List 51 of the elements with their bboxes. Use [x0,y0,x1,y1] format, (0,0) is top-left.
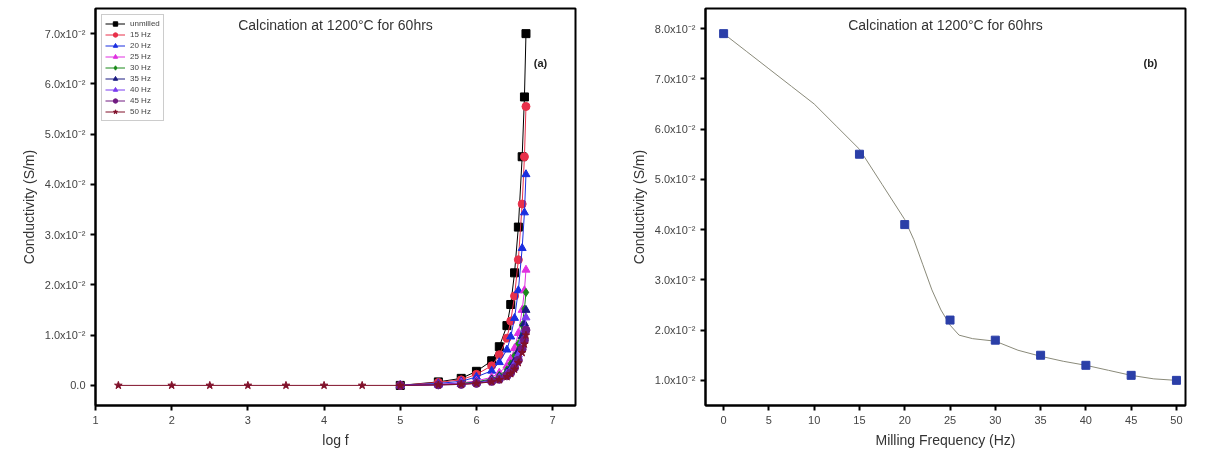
x-tick-label: 50 [1170,413,1183,426]
y-tick-label: 1.0x10⁻² [654,374,696,387]
legend-label: 25 Hz [130,51,151,62]
legend-label: 20 Hz [130,40,151,51]
y-axis-title: Conductivity (S/m) [20,149,37,265]
x-tick-label: 2 [168,413,175,426]
x-tick-label: 20 [898,413,911,426]
x-tick-label: 1 [92,413,99,426]
y-tick-label: 0.0 [70,379,86,392]
x-tick-label: 7 [549,413,556,426]
x-tick-label: 0 [720,413,727,426]
y-tick-label: 5.0x10⁻² [44,128,86,141]
y-tick-label: 3.0x10⁻² [654,273,696,286]
x-tick-label: 25 [943,413,957,426]
y-tick-label: 2.0x10⁻² [44,278,86,291]
x-tick-label: 5 [765,413,772,426]
x-axis-title: Milling Frequency (Hz) [875,431,1016,448]
x-tick-label: 6 [473,413,480,426]
legend-label: 35 Hz [130,73,151,84]
y-tick-label: 2.0x10⁻² [654,324,696,337]
y-tick-label: 4.0x10⁻² [44,178,86,191]
annotation: (b) [1143,56,1158,69]
x-tick-label: 15 [853,413,866,426]
legend-label: 30 Hz [130,62,151,73]
legend-label: 15 Hz [130,29,151,40]
y-tick-label: 4.0x10⁻² [654,223,696,236]
y-tick-label: 7.0x10⁻² [654,72,696,85]
x-tick-label: 4 [321,413,328,426]
text: Calcination at 1200°C for 60hrs [848,16,1043,33]
y-tick-label: 6.0x10⁻² [44,77,86,90]
legend-label: 45 Hz [130,95,151,106]
y-tick-label: 3.0x10⁻² [44,228,86,241]
x-tick-label: 5 [397,413,404,426]
x-tick-label: 35 [1034,413,1047,426]
legend-label: 40 Hz [130,84,151,95]
x-axis-title: log f [322,431,349,448]
y-tick-label: 7.0x10⁻² [44,27,86,40]
y-tick-label: 8.0x10⁻² [654,22,696,35]
y-axis-title: Conductivity (S/m) [630,149,647,265]
x-tick-label: 30 [989,413,1002,426]
x-tick-label: 3 [244,413,251,426]
y-tick-label: 6.0x10⁻² [654,123,696,136]
x-tick-label: 45 [1125,413,1138,426]
legend-label: 50 Hz [130,106,151,117]
y-tick-label: 5.0x10⁻² [654,173,696,186]
x-tick-label: 40 [1079,413,1093,426]
y-tick-label: 1.0x10⁻² [44,329,86,342]
x-tick-label: 10 [808,413,821,426]
text: Calcination at 1200°C for 60hrs [238,16,433,33]
legend-label: unmilled [130,18,160,29]
annotation: (a) [533,56,548,69]
